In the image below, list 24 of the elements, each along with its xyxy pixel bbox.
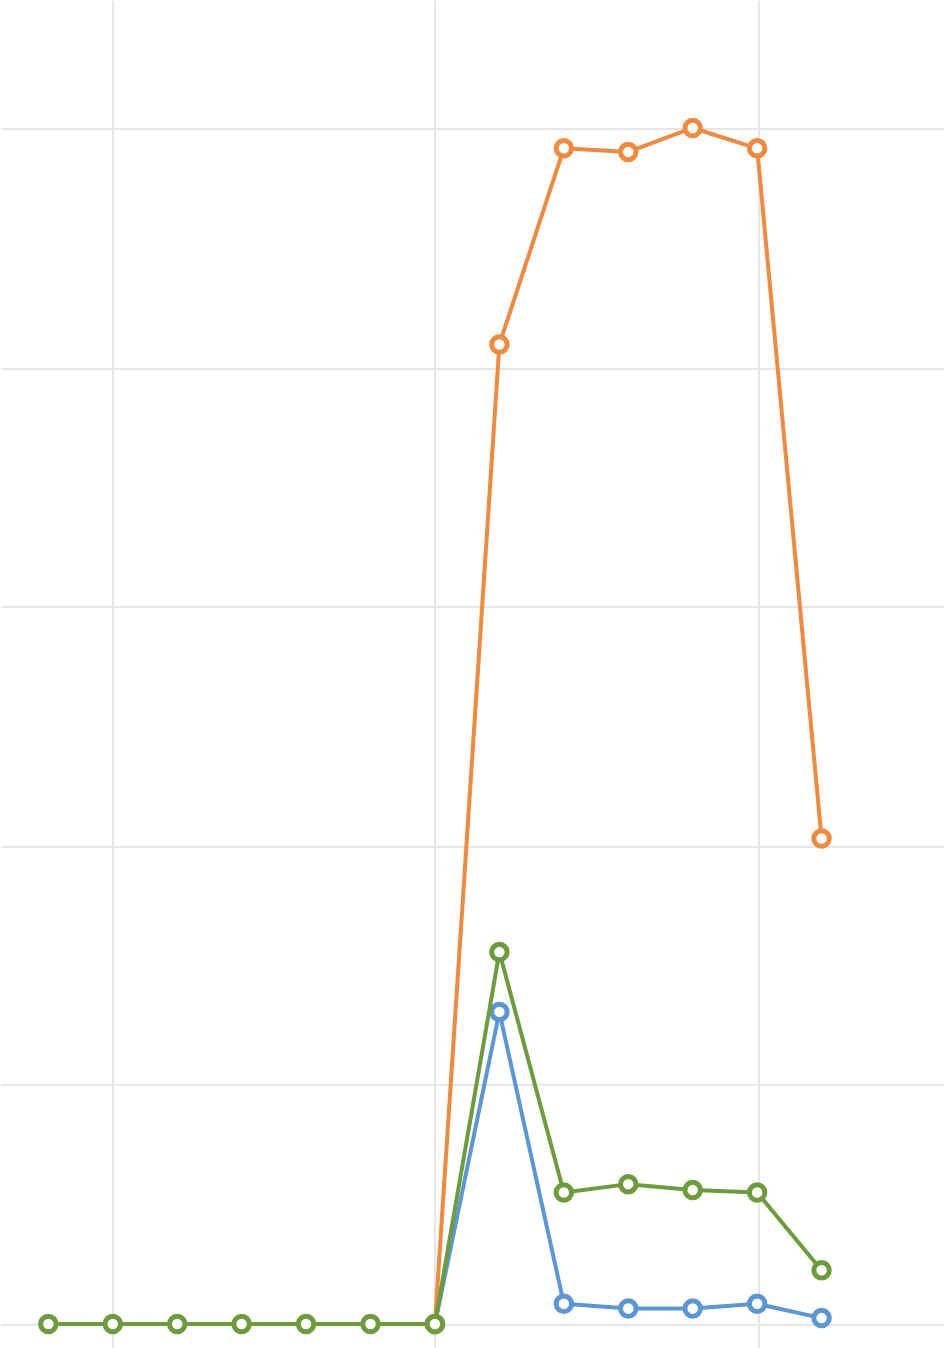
point — [746, 1182, 768, 1203]
point — [38, 1313, 59, 1335]
point — [618, 141, 639, 163]
point — [489, 334, 510, 355]
point — [489, 941, 510, 963]
point — [682, 1298, 703, 1319]
point — [811, 1307, 832, 1329]
point — [166, 1313, 188, 1335]
point — [489, 1001, 510, 1023]
point — [102, 1313, 124, 1335]
point — [553, 1182, 575, 1203]
point — [553, 138, 575, 159]
point — [746, 1293, 768, 1314]
point — [231, 1313, 252, 1335]
point — [811, 1260, 832, 1281]
point — [553, 1293, 575, 1314]
point — [811, 828, 832, 849]
point — [746, 138, 768, 159]
point — [682, 1179, 703, 1201]
point — [295, 1313, 317, 1335]
point — [682, 117, 703, 139]
point — [618, 1298, 639, 1319]
point — [618, 1173, 639, 1195]
point — [360, 1313, 381, 1335]
